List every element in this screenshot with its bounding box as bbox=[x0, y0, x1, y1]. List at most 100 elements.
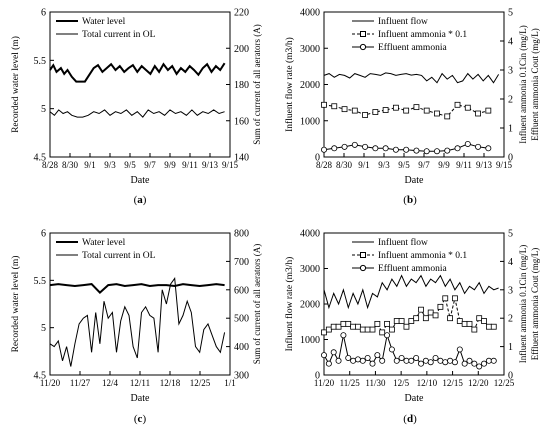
data-point bbox=[481, 360, 488, 367]
y-axis-label-left: Recorded water level (m) bbox=[10, 36, 21, 133]
x-tick-label: 11/20 bbox=[314, 378, 335, 388]
left-tick-label: 4.5 bbox=[34, 371, 47, 382]
right-tick-label: 0 bbox=[508, 371, 513, 382]
right-tick-label: 3 bbox=[508, 66, 513, 77]
data-point bbox=[384, 320, 390, 327]
data-point bbox=[331, 103, 338, 110]
data-point bbox=[433, 148, 440, 155]
data-point bbox=[398, 318, 405, 324]
x-tick-label: 12/10 bbox=[417, 378, 438, 388]
data-point bbox=[427, 359, 434, 366]
x-axis-label: Date bbox=[131, 175, 150, 186]
data-point bbox=[481, 318, 487, 324]
left-tick-label: 0 bbox=[315, 371, 320, 382]
series-line-0 bbox=[323, 274, 499, 310]
data-point bbox=[471, 360, 478, 367]
legend-marker bbox=[360, 31, 366, 37]
data-point bbox=[466, 357, 473, 364]
data-point bbox=[417, 360, 424, 367]
data-point bbox=[320, 146, 327, 153]
left-tick-label: 2000 bbox=[300, 300, 320, 311]
x-tick-label: 9/11 bbox=[182, 160, 198, 170]
left-tick-label: 5.5 bbox=[34, 56, 47, 67]
x-tick-label: 12/11 bbox=[130, 378, 150, 388]
x-tick-label: 9/13 bbox=[202, 160, 219, 170]
data-point bbox=[335, 357, 342, 364]
y-axis-label-left: Influent flow rate (m3/h) bbox=[284, 37, 295, 132]
data-point bbox=[325, 360, 332, 367]
x-tick-label: 11/25 bbox=[340, 378, 361, 388]
right-tick-label: 700 bbox=[234, 257, 249, 268]
x-tick-label: 12/4 bbox=[102, 378, 119, 388]
x-tick-label: 9/5 bbox=[124, 160, 136, 170]
x-tick-label: 9/5 bbox=[398, 160, 410, 170]
data-point bbox=[422, 315, 429, 322]
data-point bbox=[388, 326, 395, 333]
data-point bbox=[461, 320, 468, 327]
data-point bbox=[325, 326, 332, 333]
data-point bbox=[321, 329, 327, 336]
data-point bbox=[379, 357, 386, 364]
right-tick-label: 180 bbox=[234, 80, 249, 91]
data-point bbox=[364, 354, 371, 361]
data-point bbox=[437, 303, 444, 310]
data-point bbox=[393, 318, 400, 324]
x-axis-label: Date bbox=[405, 393, 424, 404]
right-tick-label: 200 bbox=[234, 44, 249, 55]
data-point bbox=[413, 354, 420, 361]
x-tick-label: 12/5 bbox=[393, 378, 410, 388]
right-tick-label: 5 bbox=[508, 229, 513, 240]
data-point bbox=[350, 357, 357, 364]
x-tick-label: 9/15 bbox=[222, 160, 239, 170]
data-point bbox=[320, 352, 327, 359]
right-tick-label: 220 bbox=[234, 8, 249, 19]
y-axis-label-right: Sum of current of all aerators (A) bbox=[252, 24, 262, 144]
x-tick-label: 11/20 bbox=[40, 378, 61, 388]
x-tick-label: 8/28 bbox=[316, 160, 333, 170]
data-point bbox=[418, 306, 424, 313]
data-point bbox=[423, 148, 430, 155]
left-tick-label: 3000 bbox=[300, 264, 320, 275]
left-tick-label: 4.5 bbox=[34, 153, 47, 164]
left-tick-label: 1000 bbox=[300, 116, 320, 127]
x-tick-label: 8/28 bbox=[42, 160, 59, 170]
data-point bbox=[447, 315, 454, 322]
data-point bbox=[471, 326, 478, 333]
data-point bbox=[452, 295, 458, 302]
data-point bbox=[485, 107, 492, 114]
right-tick-label: 160 bbox=[234, 116, 249, 127]
data-point bbox=[355, 323, 361, 330]
data-point bbox=[456, 346, 463, 353]
data-point bbox=[454, 145, 461, 152]
data-point bbox=[403, 146, 410, 153]
data-point bbox=[351, 141, 358, 148]
data-point bbox=[403, 107, 410, 114]
data-point bbox=[464, 140, 471, 147]
x-tick-label: 9/13 bbox=[476, 160, 493, 170]
right-tick-label: 0 bbox=[508, 153, 513, 164]
x-tick-label: 9/7 bbox=[418, 160, 430, 170]
series-line-1 bbox=[323, 104, 489, 117]
right-tick-label: 600 bbox=[234, 285, 249, 296]
data-point bbox=[341, 106, 348, 113]
y-axis-label-right-2: Effluent ammonia Cout (mg/L) bbox=[530, 248, 540, 361]
legend-label: Influent ammonia * 0.1 bbox=[378, 29, 467, 40]
right-tick-label: 140 bbox=[234, 153, 249, 164]
data-point bbox=[351, 107, 358, 114]
data-point bbox=[393, 357, 400, 364]
data-point bbox=[408, 318, 415, 324]
right-tick-label: 4 bbox=[508, 257, 513, 268]
data-point bbox=[422, 357, 429, 364]
data-point bbox=[330, 323, 337, 330]
legend-label: Influent ammonia * 0.1 bbox=[378, 250, 467, 261]
data-point bbox=[408, 357, 415, 364]
right-tick-label: 5 bbox=[508, 8, 513, 19]
data-point bbox=[476, 315, 483, 322]
legend-label: Effluent ammonia bbox=[378, 263, 447, 274]
data-point bbox=[432, 354, 439, 361]
left-tick-label: 1000 bbox=[300, 335, 320, 346]
data-point bbox=[413, 315, 420, 322]
left-tick-label: 0 bbox=[315, 153, 320, 164]
data-point bbox=[442, 295, 449, 302]
left-tick-label: 2000 bbox=[300, 80, 320, 91]
